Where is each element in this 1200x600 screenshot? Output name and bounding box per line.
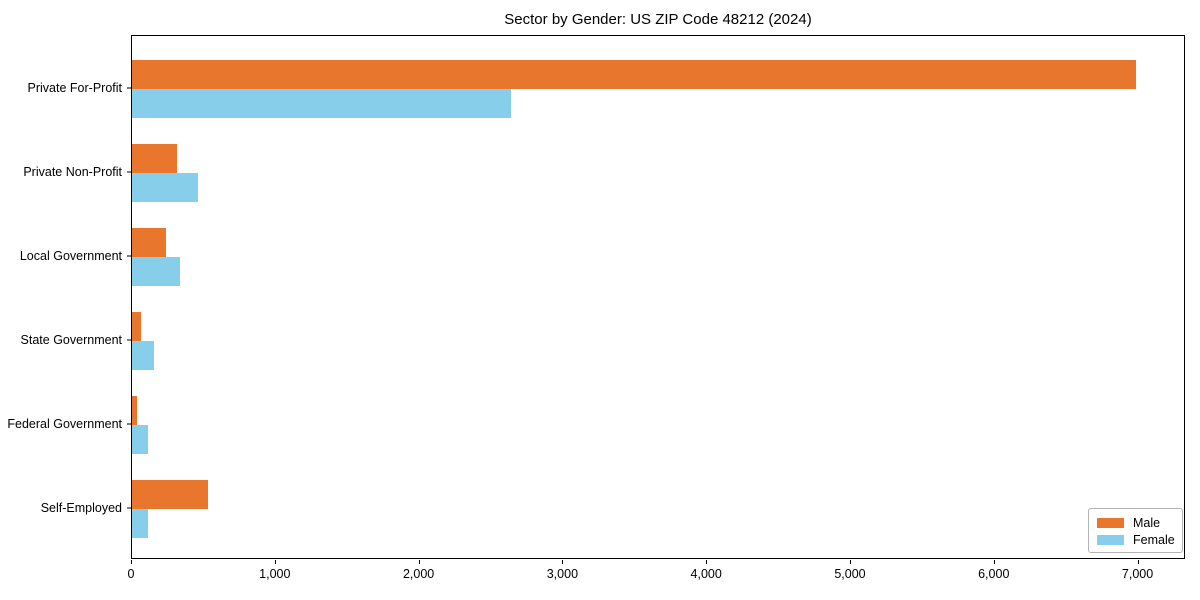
y-tick-mark (127, 507, 131, 509)
x-tick-label: 5,000 (834, 567, 866, 581)
bar-male-2 (132, 144, 177, 173)
x-tick-label: 6,000 (978, 567, 1010, 581)
bar-female-2 (132, 173, 198, 202)
x-tick-label: 7,000 (1121, 567, 1154, 581)
y-tick-label: Self-Employed (40, 501, 122, 515)
plot-area (131, 35, 1185, 559)
bar-female-6 (132, 509, 148, 538)
x-tick-mark (993, 560, 995, 564)
chart-title: Sector by Gender: US ZIP Code 48212 (202… (504, 11, 812, 28)
bar-female-3 (132, 257, 180, 286)
x-tick-mark (706, 560, 708, 564)
y-tick-label: Local Government (19, 249, 122, 263)
x-tick-label: 3,000 (546, 567, 579, 581)
y-tick-mark (127, 171, 131, 173)
y-tick-mark (127, 423, 131, 425)
legend: Male Female (1088, 508, 1183, 553)
y-tick-mark (127, 87, 131, 89)
legend-label: Male (1133, 515, 1161, 530)
legend-swatch-male (1097, 517, 1124, 528)
x-tick-mark (562, 560, 564, 564)
bar-female-4 (132, 341, 154, 370)
legend-item-male: Male (1097, 515, 1174, 530)
x-tick-label: 0 (127, 567, 135, 581)
bar-male-3 (132, 228, 166, 257)
legend-swatch-female (1097, 534, 1124, 545)
bar-male-5 (132, 396, 137, 425)
y-tick-label: Private Non-Profit (23, 165, 122, 179)
x-tick-label: 4,000 (690, 567, 722, 581)
y-tick-label: State Government (20, 333, 122, 347)
x-tick-mark (131, 560, 132, 564)
legend-label: Female (1133, 532, 1175, 547)
legend-item-female: Female (1097, 532, 1175, 547)
x-tick-label: 2,000 (402, 567, 435, 581)
x-tick-mark (274, 560, 276, 564)
x-tick-mark (1137, 560, 1139, 564)
x-tick-label: 1,000 (259, 567, 291, 581)
bar-male-6 (132, 480, 208, 509)
y-tick-label: Federal Government (7, 417, 122, 431)
x-tick-mark (849, 560, 851, 564)
bar-female-5 (132, 425, 148, 454)
y-tick-label: Private For-Profit (27, 81, 122, 95)
y-tick-mark (127, 255, 131, 257)
bar-male-4 (132, 312, 141, 341)
bar-male-1 (132, 60, 1136, 89)
x-tick-mark (418, 560, 420, 564)
y-tick-mark (127, 339, 131, 341)
bar-female-1 (132, 89, 511, 118)
